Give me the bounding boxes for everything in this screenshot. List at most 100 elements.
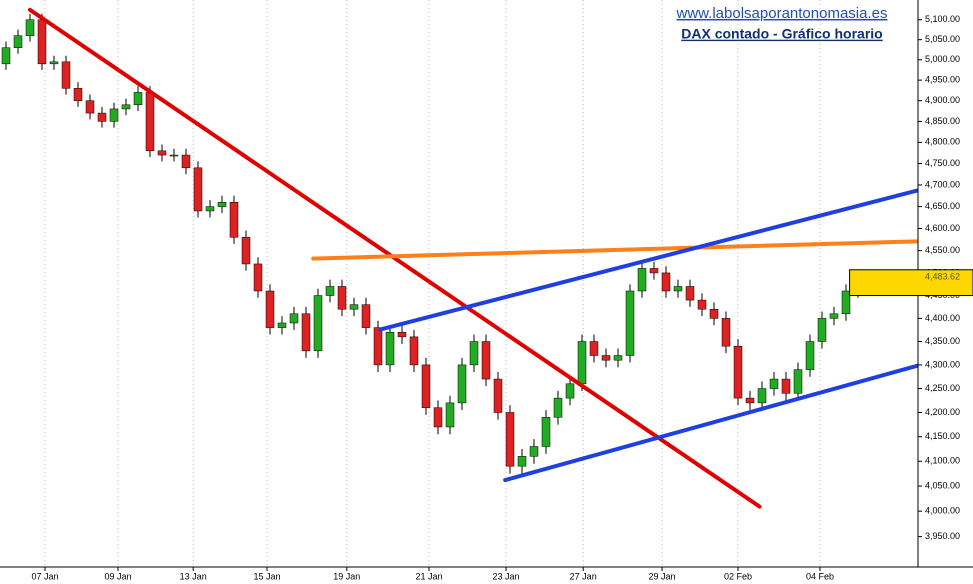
candle-body bbox=[25, 19, 35, 36]
candle-body bbox=[565, 383, 575, 399]
x-tick-label: 19 Jan bbox=[333, 571, 360, 581]
x-tick-label: 04 Feb bbox=[806, 571, 834, 581]
candle-body bbox=[205, 206, 215, 212]
x-tick-label: 29 Jan bbox=[649, 571, 676, 581]
candle-body bbox=[85, 100, 95, 114]
y-tick-label: 4,400.00 bbox=[925, 313, 960, 323]
x-tick-label: 21 Jan bbox=[415, 571, 442, 581]
candle-body bbox=[685, 286, 695, 301]
candle-body bbox=[61, 61, 71, 89]
candle-body bbox=[505, 412, 515, 467]
y-tick-label: 4,550.00 bbox=[925, 245, 960, 255]
candle-body bbox=[313, 295, 323, 352]
y-tick-label: 4,350.00 bbox=[925, 336, 960, 346]
candle-body bbox=[301, 313, 311, 352]
x-tick-label: 15 Jan bbox=[253, 571, 280, 581]
candle-body bbox=[157, 150, 167, 156]
trend-line bbox=[311, 239, 918, 261]
candle-body bbox=[841, 290, 851, 315]
candle-body bbox=[193, 167, 203, 212]
candle-body bbox=[577, 341, 587, 385]
x-tick-label: 23 Jan bbox=[493, 571, 520, 581]
last-price-label: 4,483.62 bbox=[925, 272, 960, 282]
candle-body bbox=[517, 456, 527, 467]
y-tick-label: 4,300.00 bbox=[925, 359, 960, 369]
candle-body bbox=[421, 364, 431, 408]
candle-body bbox=[325, 286, 335, 296]
y-tick-label: 4,900.00 bbox=[925, 95, 960, 105]
candle-body bbox=[121, 104, 131, 110]
x-tick-label: 13 Jan bbox=[180, 571, 207, 581]
y-tick-label: 4,150.00 bbox=[925, 431, 960, 441]
candle-body bbox=[73, 88, 83, 101]
candle-body bbox=[757, 388, 767, 404]
candle-body bbox=[109, 108, 119, 122]
candle-body bbox=[253, 263, 263, 292]
candle-body bbox=[781, 378, 791, 394]
candle-body bbox=[397, 331, 407, 338]
y-tick-label: 4,200.00 bbox=[925, 407, 960, 417]
candle-body bbox=[13, 35, 23, 48]
y-tick-label: 4,800.00 bbox=[925, 137, 960, 147]
y-tick-label: 4,050.00 bbox=[925, 480, 960, 490]
candle-body bbox=[1, 47, 11, 65]
candle-body bbox=[265, 290, 275, 328]
y-tick-label: 5,000.00 bbox=[925, 54, 960, 64]
x-tick-label: 09 Jan bbox=[104, 571, 131, 581]
candle-body bbox=[145, 92, 155, 152]
candle-body bbox=[181, 154, 191, 169]
candle-body bbox=[745, 397, 755, 404]
trend-line bbox=[503, 363, 918, 483]
candle-body bbox=[817, 318, 827, 342]
y-tick-label: 4,750.00 bbox=[925, 158, 960, 168]
candle-body bbox=[409, 336, 419, 366]
x-tick-label: 02 Feb bbox=[724, 571, 752, 581]
candle-body bbox=[805, 341, 815, 370]
candle-body bbox=[457, 364, 467, 404]
candle-body bbox=[709, 308, 719, 319]
x-tick-label: 07 Jan bbox=[31, 571, 58, 581]
candle-body bbox=[613, 355, 623, 361]
candle-body bbox=[385, 331, 395, 366]
candle-body bbox=[469, 341, 479, 366]
candle-body bbox=[553, 397, 563, 418]
candle-body bbox=[277, 322, 287, 328]
candle-body bbox=[625, 290, 635, 356]
chart-subtitle: www.labolsaporantonomasia.es bbox=[676, 5, 888, 22]
candle-body bbox=[241, 237, 251, 265]
candle-body bbox=[133, 92, 143, 106]
y-tick-label: 4,950.00 bbox=[925, 75, 960, 85]
y-tick-label: 4,600.00 bbox=[925, 223, 960, 233]
candle-body bbox=[793, 369, 803, 394]
candle-body bbox=[541, 417, 551, 447]
y-tick-label: 4,650.00 bbox=[925, 201, 960, 211]
candle-body bbox=[673, 286, 683, 292]
y-tick-label: 5,100.00 bbox=[925, 14, 960, 24]
candle-body bbox=[589, 341, 599, 356]
candle-body bbox=[49, 61, 59, 65]
candle-body bbox=[217, 202, 227, 207]
candle-body bbox=[373, 327, 383, 366]
y-tick-label: 4,250.00 bbox=[925, 383, 960, 393]
candle-body bbox=[349, 304, 359, 310]
candle-body bbox=[721, 318, 731, 347]
x-tick-label: 27 Jan bbox=[570, 571, 597, 581]
candle-body bbox=[601, 355, 611, 361]
y-tick-label: 5,050.00 bbox=[925, 34, 960, 44]
y-tick-label: 4,700.00 bbox=[925, 179, 960, 189]
trend-line bbox=[378, 188, 918, 332]
candle-body bbox=[481, 341, 491, 380]
candle-body bbox=[649, 268, 659, 274]
y-tick-label: 4,100.00 bbox=[925, 456, 960, 466]
candle-body bbox=[829, 313, 839, 319]
chart-title: DAX contado - Gráfico horario bbox=[681, 26, 882, 42]
candle-body bbox=[697, 299, 707, 310]
candle-body bbox=[37, 19, 47, 65]
y-tick-label: 3,950.00 bbox=[925, 531, 960, 541]
candle-body bbox=[733, 345, 743, 399]
candle-body bbox=[289, 313, 299, 324]
candle-body bbox=[769, 378, 779, 389]
candle-body bbox=[529, 446, 539, 457]
